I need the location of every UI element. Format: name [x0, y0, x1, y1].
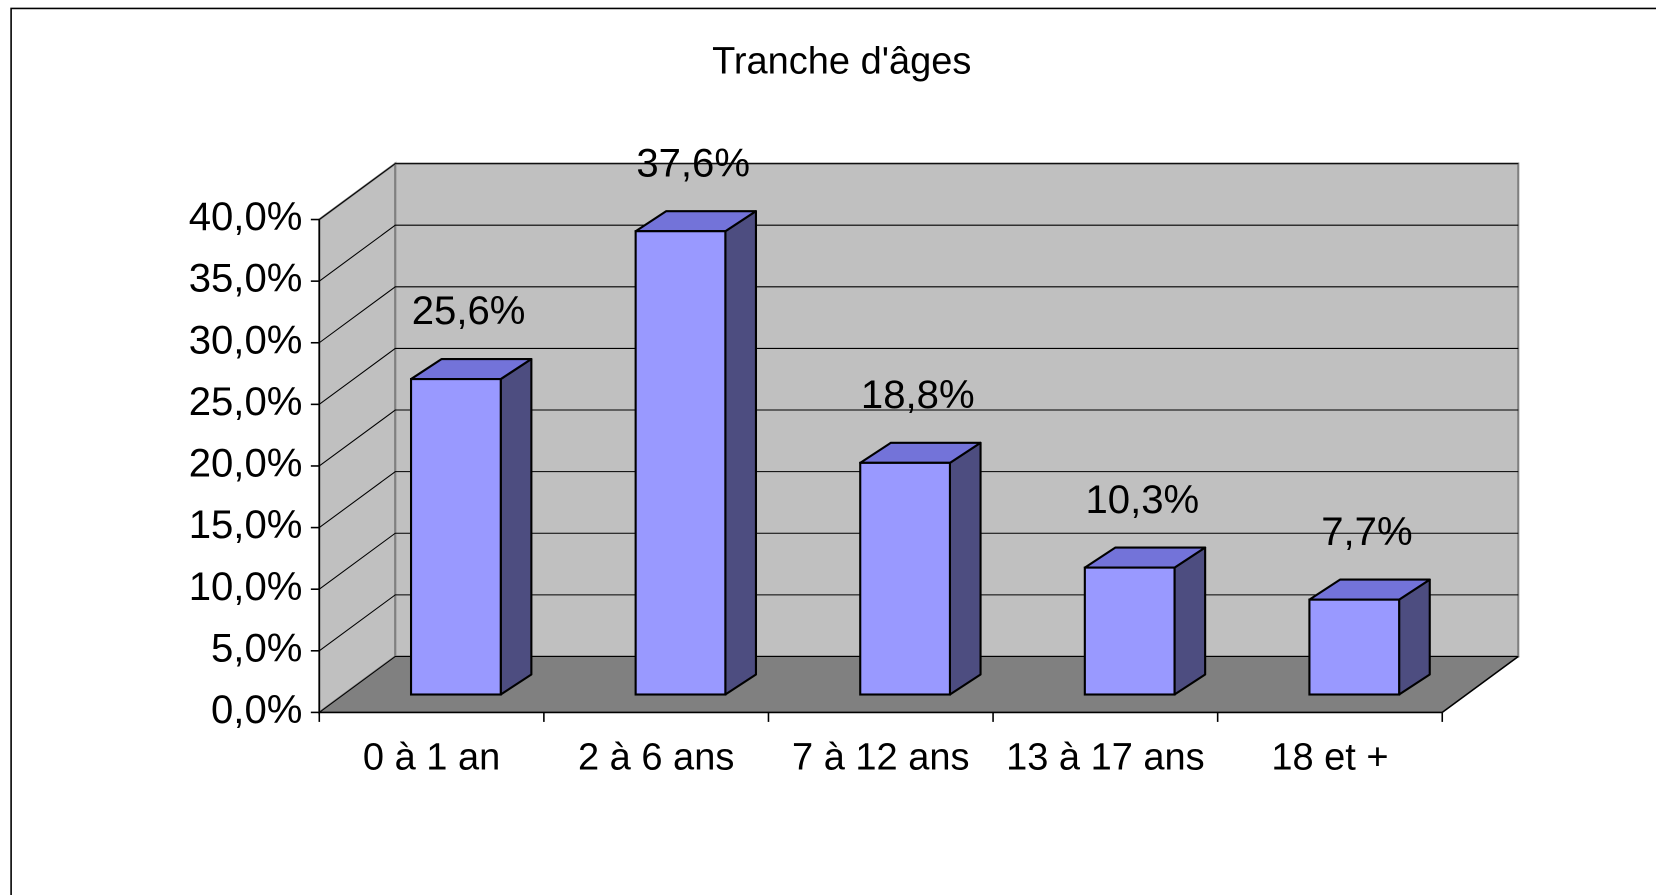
bar-side [724, 210, 758, 696]
value-label: 37,6% [636, 141, 750, 185]
y-tick-label: 35,0% [189, 257, 303, 301]
bar-front [1083, 566, 1176, 696]
grid-line [318, 347, 1519, 405]
x-tick-label-box: 18 et + [1271, 734, 1389, 778]
bar-side [499, 357, 533, 696]
y-tick-label: 20,0% [189, 442, 303, 486]
value-label: 7,7% [1321, 510, 1412, 554]
bar [634, 210, 758, 696]
x-tick-label: 13 à 17 ans [1006, 734, 1205, 778]
grid-line [318, 163, 1519, 220]
bar-front [859, 461, 951, 696]
grid-line [318, 532, 1519, 590]
grid-line [318, 471, 1519, 529]
bar-side [948, 441, 982, 696]
y-tick-label: 40,0% [189, 195, 303, 239]
x-tick-label: 18 et + [1271, 734, 1389, 778]
value-label: 18,8% [861, 373, 975, 417]
grid-line [318, 286, 1519, 344]
bar-front [1308, 598, 1401, 696]
bar [409, 357, 533, 696]
bar-front [634, 230, 727, 696]
chart-title: Tranche d'âges [712, 40, 971, 82]
x-tick-label-box: 13 à 17 ans [1006, 734, 1205, 778]
bar-side [1173, 546, 1207, 696]
y-tick-label: 10,0% [189, 565, 303, 609]
y-tick-label: 5,0% [211, 626, 302, 670]
value-label: 25,6% [412, 289, 526, 333]
x-axis-depth [1441, 655, 1519, 714]
x-tick-label-box: 7 à 12 ans [792, 734, 970, 778]
grid-line [318, 409, 1519, 467]
y-tick-label: 15,0% [189, 503, 303, 547]
x-tick-label: 0 à 1 an [362, 734, 501, 778]
y-tick-label: 0,0% [211, 688, 302, 732]
value-label: 10,3% [1086, 478, 1200, 522]
bar [859, 441, 982, 696]
x-tick-label: 2 à 6 ans [577, 734, 735, 778]
bar [1083, 546, 1207, 696]
bar-front [409, 378, 502, 696]
bar [1308, 578, 1431, 696]
y-tick-label: 25,0% [189, 380, 303, 424]
x-tick-label: 7 à 12 ans [792, 734, 970, 778]
x-tick-label-box: 2 à 6 ans [577, 734, 735, 778]
x-tick-label-box: 0 à 1 an [362, 734, 501, 778]
grid-line [318, 224, 1519, 282]
y-tick-label: 30,0% [189, 318, 303, 362]
